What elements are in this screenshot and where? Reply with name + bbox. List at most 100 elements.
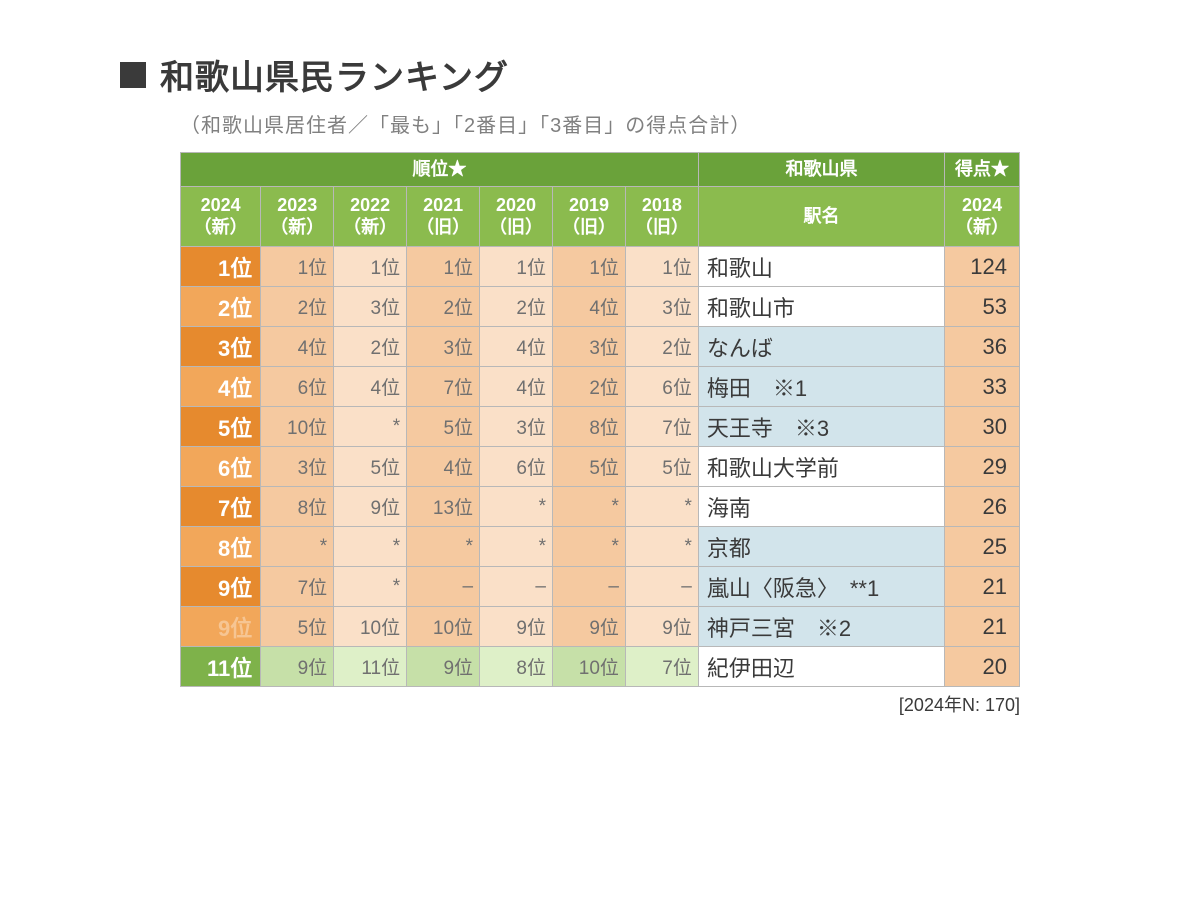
rank-history-cell: *	[553, 487, 626, 527]
rank-history-cell: 3位	[553, 327, 626, 367]
table-row: 4位6位4位7位4位2位6位梅田 ※133	[181, 367, 1020, 407]
score-cell: 26	[945, 487, 1020, 527]
station-name-cell: 梅田 ※1	[698, 367, 944, 407]
score-cell: 20	[945, 647, 1020, 687]
rank-history-cell: 11位	[334, 647, 407, 687]
rank-history-cell: 7位	[625, 407, 698, 447]
rank-history-cell: 4位	[407, 447, 480, 487]
header-year: 2021（旧）	[407, 187, 480, 247]
rank-history-cell: *	[261, 527, 334, 567]
header-score-year: 2024（新）	[945, 187, 1020, 247]
rank-history-cell: 9位	[625, 607, 698, 647]
station-name-cell: 天王寺 ※3	[698, 407, 944, 447]
score-cell: 25	[945, 527, 1020, 567]
rank-history-cell: 5位	[407, 407, 480, 447]
rank-history-cell: 7位	[625, 647, 698, 687]
header-rank-group: 順位★	[181, 153, 699, 187]
rank-history-cell: *	[334, 407, 407, 447]
header-prefecture: 和歌山県	[698, 153, 944, 187]
rank-history-cell: –	[625, 567, 698, 607]
rank-2024-cell: 1位	[181, 247, 261, 287]
rank-history-cell: 4位	[334, 367, 407, 407]
table-row: 5位10位*5位3位8位7位天王寺 ※330	[181, 407, 1020, 447]
sample-size-note: [2024年N: 170]	[120, 691, 1020, 717]
rank-history-cell: 7位	[407, 367, 480, 407]
rank-history-cell: 4位	[553, 287, 626, 327]
score-cell: 30	[945, 407, 1020, 447]
rank-history-cell: 3位	[334, 287, 407, 327]
rank-history-cell: 9位	[553, 607, 626, 647]
rank-history-cell: *	[407, 527, 480, 567]
rank-history-cell: 7位	[261, 567, 334, 607]
station-name-cell: 和歌山大学前	[698, 447, 944, 487]
header-station: 駅名	[698, 187, 944, 247]
rank-history-cell: *	[553, 527, 626, 567]
rank-history-cell: 1位	[407, 247, 480, 287]
rank-history-cell: 6位	[480, 447, 553, 487]
score-cell: 53	[945, 287, 1020, 327]
rank-history-cell: 2位	[480, 287, 553, 327]
header-year: 2019（旧）	[553, 187, 626, 247]
station-name-cell: 京都	[698, 527, 944, 567]
rank-history-cell: 5位	[553, 447, 626, 487]
ranking-table: 順位★ 和歌山県 得点★ 2024（新）2023（新）2022（新）2021（旧…	[180, 152, 1020, 687]
rank-2024-cell: 8位	[181, 527, 261, 567]
header-year: 2023（新）	[261, 187, 334, 247]
rank-history-cell: *	[334, 567, 407, 607]
rank-history-cell: 10位	[407, 607, 480, 647]
rank-2024-cell: 5位	[181, 407, 261, 447]
rank-history-cell: 3位	[407, 327, 480, 367]
rank-history-cell: 2位	[261, 287, 334, 327]
rank-history-cell: –	[480, 567, 553, 607]
rank-history-cell: 8位	[261, 487, 334, 527]
title-bullet-icon	[120, 62, 146, 88]
page-subtitle: （和歌山県居住者／「最も」「2番目」「3番目」の得点合計）	[180, 109, 1080, 138]
ranking-table-wrap: 順位★ 和歌山県 得点★ 2024（新）2023（新）2022（新）2021（旧…	[180, 152, 1020, 687]
rank-history-cell: 9位	[334, 487, 407, 527]
rank-history-cell: *	[480, 487, 553, 527]
rank-history-cell: 1位	[261, 247, 334, 287]
rank-history-cell: 5位	[261, 607, 334, 647]
rank-history-cell: 1位	[334, 247, 407, 287]
rank-history-cell: *	[334, 527, 407, 567]
score-cell: 21	[945, 607, 1020, 647]
table-header: 順位★ 和歌山県 得点★ 2024（新）2023（新）2022（新）2021（旧…	[181, 153, 1020, 247]
rank-history-cell: 8位	[553, 407, 626, 447]
rank-history-cell: *	[625, 487, 698, 527]
rank-history-cell: 10位	[334, 607, 407, 647]
station-name-cell: 紀伊田辺	[698, 647, 944, 687]
rank-history-cell: 2位	[553, 367, 626, 407]
table-row: 1位1位1位1位1位1位1位和歌山124	[181, 247, 1020, 287]
rank-history-cell: 5位	[334, 447, 407, 487]
rank-2024-cell: 4位	[181, 367, 261, 407]
rank-history-cell: 13位	[407, 487, 480, 527]
table-row: 2位2位3位2位2位4位3位和歌山市53	[181, 287, 1020, 327]
rank-history-cell: –	[407, 567, 480, 607]
rank-history-cell: 3位	[625, 287, 698, 327]
rank-history-cell: *	[480, 527, 553, 567]
rank-history-cell: 2位	[625, 327, 698, 367]
rank-history-cell: 2位	[334, 327, 407, 367]
table-body: 1位1位1位1位1位1位1位和歌山1242位2位3位2位2位4位3位和歌山市53…	[181, 247, 1020, 687]
header-year: 2020（旧）	[480, 187, 553, 247]
rank-history-cell: 10位	[553, 647, 626, 687]
rank-2024-cell: 3位	[181, 327, 261, 367]
rank-history-cell: 2位	[407, 287, 480, 327]
station-name-cell: 嵐山〈阪急〉 **1	[698, 567, 944, 607]
header-score-group: 得点★	[945, 153, 1020, 187]
table-row: 9位7位*––––嵐山〈阪急〉 **121	[181, 567, 1020, 607]
rank-history-cell: –	[553, 567, 626, 607]
station-name-cell: 海南	[698, 487, 944, 527]
rank-2024-cell: 9位	[181, 567, 261, 607]
score-cell: 33	[945, 367, 1020, 407]
rank-2024-cell: 7位	[181, 487, 261, 527]
rank-history-cell: 3位	[480, 407, 553, 447]
table-row: 11位9位11位9位8位10位7位紀伊田辺20	[181, 647, 1020, 687]
station-name-cell: 神戸三宮 ※2	[698, 607, 944, 647]
rank-2024-cell: 2位	[181, 287, 261, 327]
rank-history-cell: 1位	[480, 247, 553, 287]
rank-history-cell: 9位	[480, 607, 553, 647]
header-year-2024: 2024（新）	[181, 187, 261, 247]
table-row: 9位5位10位10位9位9位9位神戸三宮 ※221	[181, 607, 1020, 647]
page-title-row: 和歌山県民ランキング	[120, 50, 1080, 99]
